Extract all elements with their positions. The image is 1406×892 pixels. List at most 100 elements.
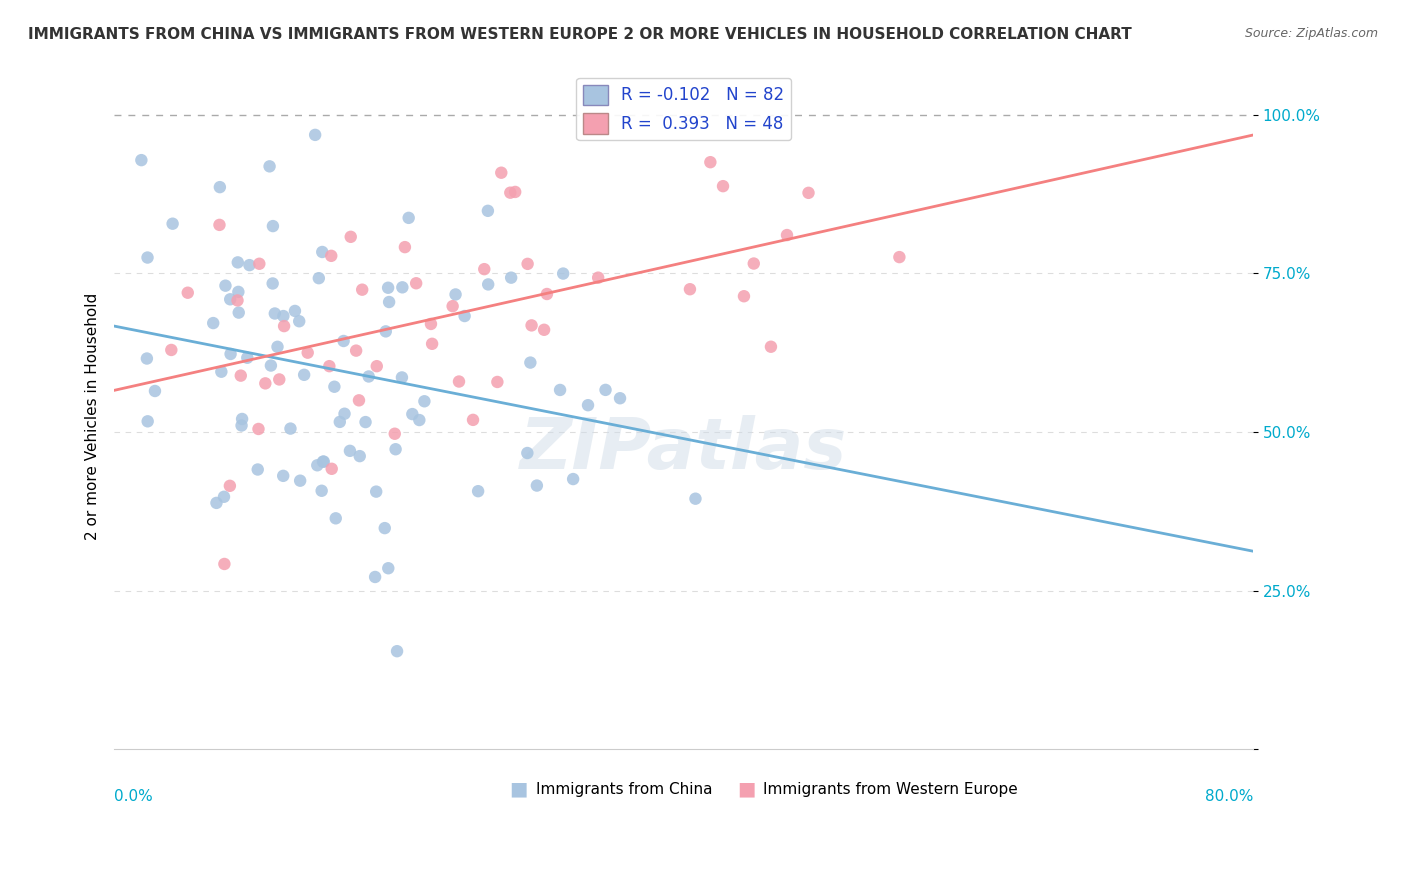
Point xyxy=(209,365,232,379)
Point xyxy=(273,309,295,323)
Point xyxy=(208,218,231,232)
Point xyxy=(273,319,295,334)
Text: ZIPatlas: ZIPatlas xyxy=(520,415,848,484)
Point xyxy=(441,299,464,313)
Point xyxy=(246,462,269,476)
Point xyxy=(501,270,523,285)
Point xyxy=(776,228,799,243)
Point xyxy=(378,295,401,310)
Point xyxy=(394,240,416,254)
Point xyxy=(420,336,443,351)
Point xyxy=(562,472,585,486)
Point xyxy=(135,351,157,366)
Point xyxy=(311,244,333,259)
Point xyxy=(136,251,159,265)
Point xyxy=(447,375,470,389)
Point xyxy=(260,359,283,373)
Point xyxy=(226,293,249,308)
Text: ■: ■ xyxy=(737,780,755,799)
Point xyxy=(548,383,571,397)
Point xyxy=(325,511,347,525)
Point xyxy=(759,340,782,354)
Point xyxy=(271,468,294,483)
Point xyxy=(408,413,430,427)
Point xyxy=(332,334,354,348)
Point xyxy=(323,380,346,394)
Point xyxy=(219,293,242,307)
Point xyxy=(742,256,765,270)
Point xyxy=(357,369,380,384)
Point xyxy=(288,474,311,488)
Point xyxy=(292,368,315,382)
Point xyxy=(533,323,555,337)
Point xyxy=(586,270,609,285)
Text: 0.0%: 0.0% xyxy=(114,789,153,805)
Point xyxy=(262,277,284,291)
Point xyxy=(516,257,538,271)
Point xyxy=(477,277,499,292)
Point xyxy=(344,343,367,358)
Point xyxy=(160,343,183,357)
Point xyxy=(520,318,543,333)
Point xyxy=(236,351,259,365)
Point xyxy=(247,422,270,436)
Point xyxy=(398,211,420,225)
Point xyxy=(519,355,541,369)
Point xyxy=(321,462,343,476)
Point xyxy=(231,418,253,433)
Point xyxy=(202,316,225,330)
Point xyxy=(352,283,374,297)
Point xyxy=(205,496,228,510)
Point xyxy=(685,491,707,506)
Point xyxy=(214,557,236,571)
Point xyxy=(444,287,467,301)
Text: ■: ■ xyxy=(509,780,527,799)
Point xyxy=(366,359,388,374)
Text: Immigrants from China: Immigrants from China xyxy=(536,782,711,797)
Point xyxy=(312,455,335,469)
Point xyxy=(329,415,352,429)
Point xyxy=(477,203,499,218)
Point xyxy=(339,443,361,458)
Legend: R = -0.102   N = 82, R =  0.393   N = 48: R = -0.102 N = 82, R = 0.393 N = 48 xyxy=(576,78,792,140)
Point xyxy=(254,376,277,391)
Point xyxy=(226,255,249,269)
Point xyxy=(339,229,361,244)
Point xyxy=(391,370,413,384)
Point xyxy=(307,458,329,473)
Point xyxy=(374,521,396,535)
Point xyxy=(377,561,399,575)
Point xyxy=(311,483,333,498)
Point xyxy=(595,383,617,397)
Point xyxy=(385,644,408,658)
Point xyxy=(212,490,235,504)
Point xyxy=(259,159,281,173)
Point xyxy=(229,368,252,383)
Point xyxy=(208,180,231,194)
Point xyxy=(374,324,396,338)
Point xyxy=(384,426,406,441)
Point xyxy=(413,394,436,409)
Text: Source: ZipAtlas.com: Source: ZipAtlas.com xyxy=(1244,27,1378,40)
Point xyxy=(136,414,159,428)
Point xyxy=(247,257,270,271)
Point xyxy=(420,317,443,331)
Point xyxy=(269,372,291,386)
Point xyxy=(384,442,406,457)
Point xyxy=(333,407,356,421)
Point xyxy=(461,413,484,427)
Point xyxy=(263,306,285,320)
Point xyxy=(238,258,260,272)
Point xyxy=(266,340,288,354)
Point xyxy=(231,412,253,426)
Text: Immigrants from Western Europe: Immigrants from Western Europe xyxy=(763,782,1018,797)
Point xyxy=(262,219,284,233)
Point xyxy=(503,185,526,199)
Point xyxy=(228,285,250,299)
Point xyxy=(288,314,311,328)
Point xyxy=(711,179,734,194)
Point xyxy=(347,393,370,408)
Point xyxy=(576,398,599,412)
Point xyxy=(536,287,558,301)
Point xyxy=(401,407,423,421)
